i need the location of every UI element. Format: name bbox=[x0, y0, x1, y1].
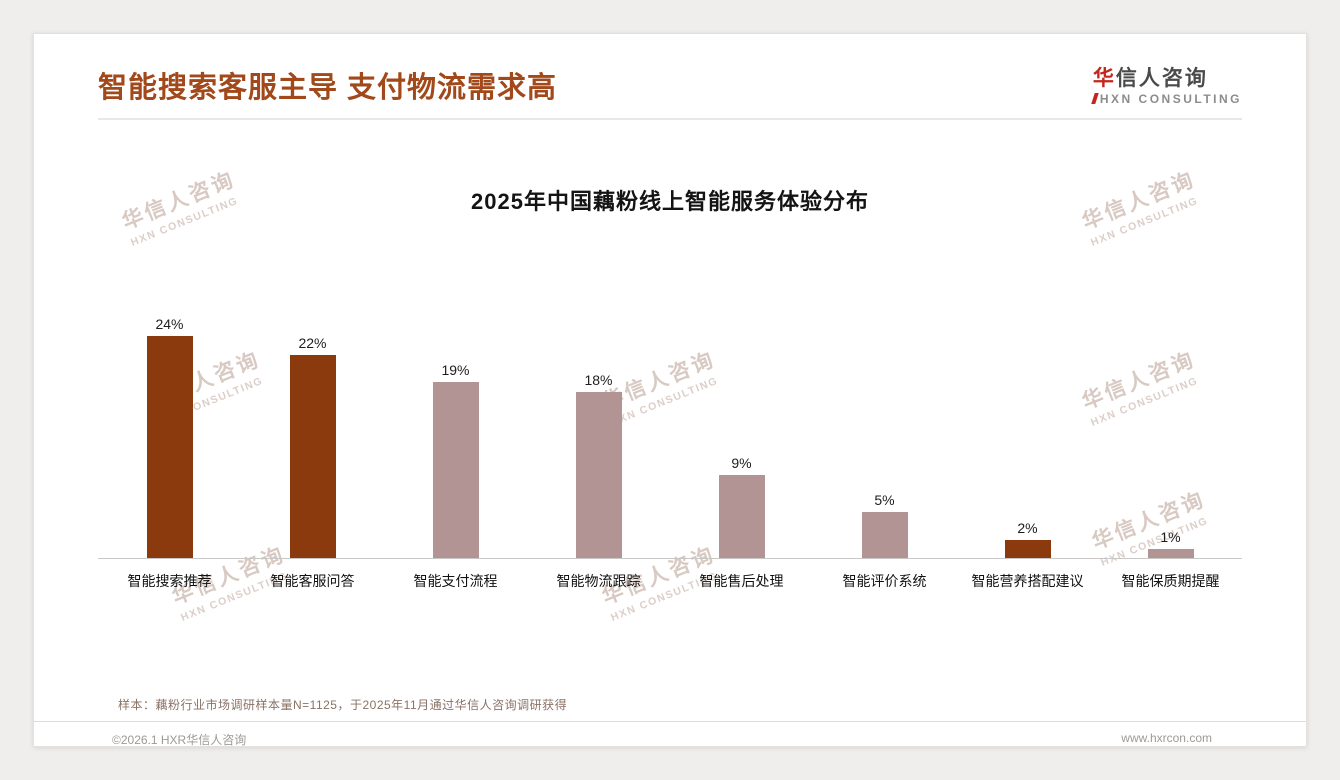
bar-value-label: 1% bbox=[1160, 528, 1181, 545]
logo-cn: 华信人咨询 bbox=[1093, 67, 1242, 90]
bar-value-label: 5% bbox=[874, 491, 895, 508]
bar bbox=[1004, 539, 1051, 558]
bar-value-label: 2% bbox=[1017, 519, 1038, 536]
bar-value-label: 19% bbox=[441, 362, 470, 379]
bar-column: 2% bbox=[956, 519, 1099, 558]
bar-column: 1% bbox=[1099, 529, 1242, 558]
bar-category-label: 智能评价系统 bbox=[842, 573, 927, 589]
bar-value-label: 18% bbox=[584, 371, 613, 388]
bar-chart-axis-labels: 智能搜索推荐 智能客服问答 智能支付流程 智能物流跟踪 智能售后处理 智能评价系统 智能营养… bbox=[98, 571, 1242, 591]
bar-category-label: 智能保质期提醒 bbox=[1121, 573, 1220, 589]
logo-subtitle-text: HXN CONSULTING bbox=[1099, 91, 1242, 106]
footer-divider bbox=[34, 721, 1306, 722]
logo-accent-mark-icon bbox=[1091, 92, 1099, 104]
logo-cn-rest: 信人咨询 bbox=[1115, 66, 1208, 90]
bar-column: 5% bbox=[813, 492, 956, 558]
logo-cn-accent: 华 bbox=[1092, 66, 1116, 90]
bar-category-label: 智能营养搭配建议 bbox=[971, 573, 1084, 589]
bar bbox=[575, 391, 622, 558]
page-title: 智能搜索客服主导 支付物流需求高 bbox=[98, 72, 558, 104]
bar-category-label: 智能支付流程 bbox=[413, 573, 498, 589]
logo-subtitle: HXN CONSULTING bbox=[1091, 91, 1242, 106]
bar bbox=[1147, 548, 1194, 558]
bar-value-label: 22% bbox=[298, 334, 327, 351]
bar-column: 18% bbox=[527, 371, 670, 558]
bar-category-label: 智能客服问答 bbox=[270, 573, 355, 589]
bar bbox=[718, 474, 765, 558]
slide-card: 华信人咨询 HXN CONSULTING 华信人咨询 HXN CONSULTING 华信… bbox=[33, 33, 1307, 747]
bar bbox=[861, 511, 908, 558]
bar-category-label: 智能搜索推荐 bbox=[127, 573, 212, 589]
header: 智能搜索客服主导 支付物流需求高 华信人咨询 HXN CONSULTING bbox=[98, 34, 1242, 120]
bar-chart: 24% 22% 19% 18% 9% 5% 2% 1% bbox=[98, 316, 1242, 559]
bar-category-label: 智能物流跟踪 bbox=[556, 573, 641, 589]
bar bbox=[146, 336, 193, 558]
bar-column: 22% bbox=[241, 334, 384, 558]
bar bbox=[432, 382, 479, 558]
bar-value-label: 24% bbox=[155, 316, 184, 332]
bar-column: 24% bbox=[98, 316, 241, 558]
slide-content: 智能搜索客服主导 支付物流需求高 华信人咨询 HXN CONSULTING 20… bbox=[34, 34, 1306, 746]
brand-logo: 华信人咨询 HXN CONSULTING bbox=[1091, 67, 1242, 106]
bar-category-label: 智能售后处理 bbox=[699, 573, 784, 589]
footer: ©2026.1 HXR华信人咨询 www.hxrcon.com bbox=[98, 722, 1242, 747]
bar-value-label: 9% bbox=[731, 454, 752, 471]
chart-title: 2025年中国藕粉线上智能服务体验分布 bbox=[471, 189, 869, 214]
bar bbox=[289, 354, 336, 558]
sample-footnote: 样本：藕粉行业市场调研样本量N=1125，于2025年11月通过华信人咨询调研获… bbox=[118, 698, 568, 712]
bar-column: 19% bbox=[384, 362, 527, 558]
website-url: www.hxrcon.com bbox=[1121, 731, 1212, 745]
bar-column: 9% bbox=[670, 455, 813, 558]
copyright-text: ©2026.1 HXR华信人咨询 bbox=[112, 733, 247, 747]
